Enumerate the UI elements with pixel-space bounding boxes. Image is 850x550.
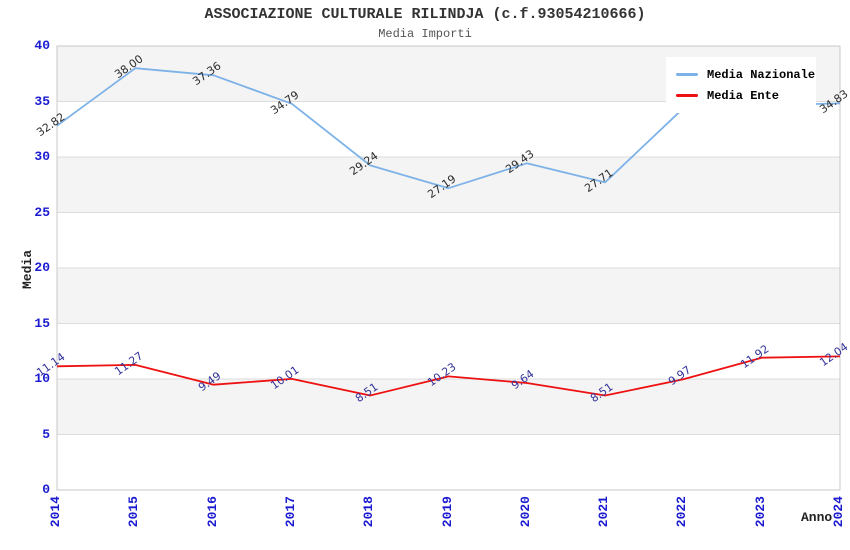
x-tick-label: 2014	[48, 496, 63, 528]
legend: Media Nazionale Media Ente	[666, 57, 816, 113]
legend-label-media-ente: Media Ente	[707, 88, 780, 103]
x-tick-label: 2018	[361, 496, 377, 528]
y-tick-label: 25	[34, 204, 50, 220]
legend-label-media-nazionale: Media Nazionale	[707, 67, 816, 82]
x-tick-label: 2019	[439, 496, 455, 528]
x-tick-label: 2015	[126, 496, 142, 528]
x-tick-label: 2016	[204, 496, 220, 528]
grid-band	[57, 268, 840, 324]
grid-band	[57, 379, 840, 435]
x-tick-label: 2022	[674, 496, 690, 528]
y-tick-label: 20	[34, 260, 50, 275]
grid-band	[57, 434, 840, 490]
y-tick-label: 15	[34, 315, 50, 331]
y-tick-label: 0	[42, 482, 50, 497]
y-tick-label: 35	[34, 93, 50, 109]
legend-item-media-nazionale: Media Nazionale	[676, 64, 815, 85]
y-tick-label: 40	[34, 38, 50, 53]
x-tick-label: 2020	[517, 496, 533, 528]
x-tick-label: 2024	[831, 496, 846, 528]
series-line-1	[56, 355, 841, 397]
legend-item-media-ente: Media Ente	[676, 85, 806, 106]
legend-line-sample-ente	[676, 94, 698, 97]
y-tick-label: 5	[42, 426, 50, 442]
grid-band	[57, 212, 840, 268]
x-tick-label: 2017	[282, 496, 298, 528]
chart-subtitle: Media Importi	[378, 27, 472, 41]
plot-border	[56, 45, 841, 491]
y-tick-label: 10	[34, 371, 50, 386]
x-tick-label: 2021	[596, 496, 612, 528]
chart-title: ASSOCIAZIONE CULTURALE RILINDJA (c.f.930…	[204, 6, 646, 23]
legend-line-sample-nazionale	[676, 73, 698, 76]
y-axis-title: Media	[20, 250, 35, 290]
x-axis-title: Anno	[801, 510, 833, 525]
grid-band	[57, 157, 840, 213]
grid-band	[57, 323, 840, 379]
y-tick-label: 30	[34, 149, 50, 164]
x-tick-label: 2023	[752, 496, 768, 528]
